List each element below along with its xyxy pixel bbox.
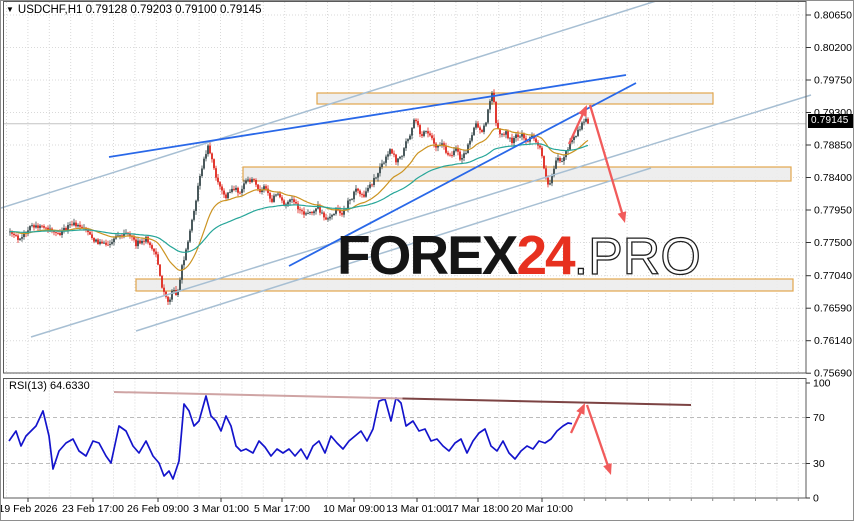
moving-averages bbox=[9, 128, 589, 272]
dropdown-arrow-icon[interactable]: ▼ bbox=[6, 5, 14, 14]
price-axis-label: 0.80650 bbox=[814, 10, 852, 22]
symbol-title: ▼ USDCHF,H1 0.79128 0.79203 0.79100 0.791… bbox=[6, 4, 262, 16]
time-axis-label: 17 Mar 18:00 bbox=[447, 503, 509, 515]
price-axis-label: 0.77500 bbox=[814, 237, 852, 249]
time-axis-label: 20 Mar 10:00 bbox=[511, 503, 573, 515]
rsi-indicator-label: RSI(13) 64.6330 bbox=[9, 380, 90, 392]
watermark-forex: FOREX bbox=[337, 224, 519, 286]
symbol-title-text: USDCHF,H1 0.79128 0.79203 0.79100 0.7914… bbox=[17, 4, 262, 16]
forecast-arrows bbox=[567, 104, 627, 223]
watermark-pro: .PRO bbox=[574, 228, 701, 286]
price-axis-label: 0.76590 bbox=[814, 303, 852, 315]
time-axis-label: 19 Feb 2026 bbox=[1, 503, 58, 515]
time-axis-label: 3 Mar 01:00 bbox=[193, 503, 249, 515]
watermark-24: 24 bbox=[516, 224, 576, 286]
time-axis-label: 23 Feb 17:00 bbox=[62, 503, 124, 515]
price-axis-label: 0.78850 bbox=[814, 140, 852, 152]
price-axis-label: 0.76140 bbox=[814, 335, 852, 347]
rsi-axis-label: 30 bbox=[813, 458, 825, 470]
price-axis-label: 0.79750 bbox=[814, 75, 852, 87]
time-axis-label: 5 Mar 17:00 bbox=[254, 503, 310, 515]
price-axis-label: 0.80200 bbox=[814, 42, 852, 54]
price-axis-label: 0.78400 bbox=[814, 172, 852, 184]
current-price-badge: 0.79145 bbox=[808, 114, 853, 128]
time-axis-label: 10 Mar 09:00 bbox=[323, 503, 385, 515]
price-axis-label: 0.77040 bbox=[814, 270, 852, 282]
watermark-logo: FOREX24.PRO bbox=[337, 224, 701, 286]
time-axis-label: 13 Mar 01:00 bbox=[386, 503, 448, 515]
rsi-axis-label: 0 bbox=[813, 493, 819, 505]
rsi-panel bbox=[4, 391, 806, 480]
price-axis-label: 0.77950 bbox=[814, 205, 852, 217]
price-axis-label: 0.75690 bbox=[814, 368, 852, 380]
time-axis-label: 26 Feb 09:00 bbox=[127, 503, 189, 515]
grid-lines bbox=[4, 2, 806, 497]
trendlines bbox=[1, 1, 812, 338]
rsi-axis-label: 100 bbox=[813, 378, 831, 390]
rsi-axis-label: 70 bbox=[813, 412, 825, 424]
